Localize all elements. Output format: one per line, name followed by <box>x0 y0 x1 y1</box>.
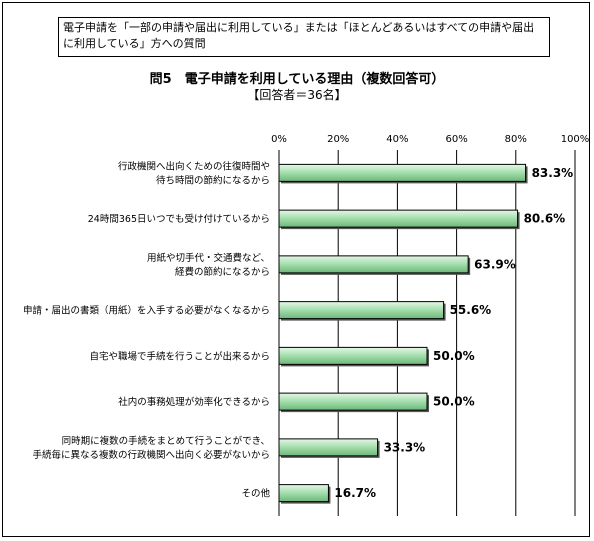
data-label: 55.6% <box>450 303 492 317</box>
data-label: 50.0% <box>433 349 475 363</box>
x-tick-label: 80% <box>505 134 527 145</box>
category-label: 用紙や切手代・交通費など、 <box>147 252 270 264</box>
data-label: 50.0% <box>433 395 475 409</box>
category-label: 申請・届出の書類（用紙）を入手する必要がなくなるから <box>23 305 270 317</box>
chart-subtitle: 【回答者＝36名】 <box>247 88 347 102</box>
category-label: 手続毎に異なる複数の行政機関へ出向く必要がないから <box>32 449 270 461</box>
x-tick-label: 100% <box>561 134 590 145</box>
bar <box>278 484 329 503</box>
category-label: 行政機関へ出向くための往復時間や <box>118 160 270 172</box>
x-tick-label: 40% <box>386 134 408 145</box>
x-tick-label: 60% <box>445 134 467 145</box>
bar <box>278 301 445 320</box>
category-label: 待ち時間の節約になるから <box>156 174 270 186</box>
question-note: 電子申請を「一部の申請や届出に利用している」または「ほとんどあるいはすべての申請… <box>58 17 550 57</box>
bars <box>278 163 528 504</box>
x-tick-label: 0% <box>271 134 287 145</box>
category-label: 24時間365日いつでも受け付けているから <box>88 213 270 225</box>
category-label: 経費の節約になるから <box>175 266 270 278</box>
bar <box>278 255 469 274</box>
data-label: 63.9% <box>474 257 516 271</box>
category-label: その他 <box>241 488 270 500</box>
data-label: 33.3% <box>384 440 426 454</box>
chart-title: 問5 電子申請を利用している理由（複数回答可） <box>149 72 445 87</box>
chart-frame <box>2 2 590 537</box>
bar <box>278 346 428 365</box>
labels: 0% 20% 40% 60% 80% 100% 83.3% 行政機関へ出向くための往復時間や待… <box>23 134 589 500</box>
bar <box>278 163 527 182</box>
gridlines <box>337 150 576 516</box>
bar <box>278 438 379 457</box>
data-label: 80.6% <box>524 212 566 226</box>
x-tick-label: 20% <box>327 134 349 145</box>
category-label: 社内の事務処理が効率化できるから <box>118 396 270 408</box>
category-label: 同時期に複数の手続をまとめて行うことができ、 <box>62 435 270 447</box>
category-label: 自宅や職場で手続を行うことが出来るから <box>89 350 270 362</box>
bar <box>278 209 519 228</box>
bar <box>278 392 428 411</box>
data-label: 16.7% <box>334 486 376 500</box>
data-label: 83.3% <box>532 166 574 180</box>
